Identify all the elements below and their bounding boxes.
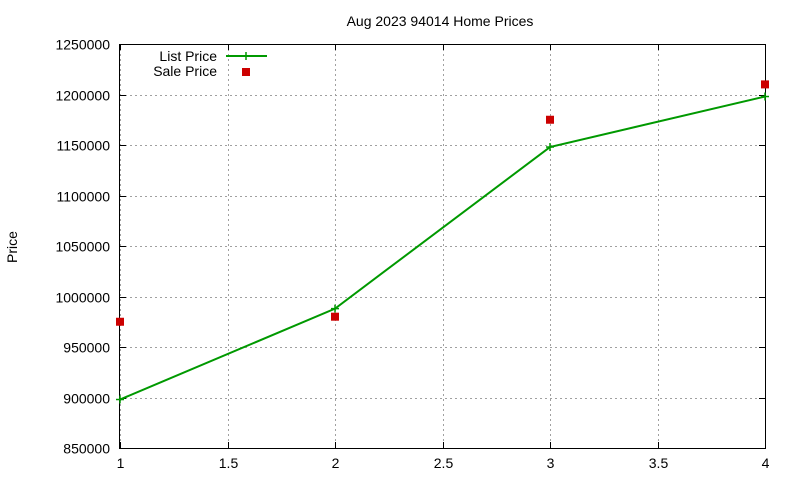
x-tick-label: 2.5 (434, 455, 454, 471)
y-tick-label: 1250000 (55, 37, 110, 53)
legend-entry: Sale Price (153, 63, 250, 79)
data-point (546, 115, 554, 124)
series-list-price (116, 92, 769, 404)
y-axis-label: Price (4, 231, 20, 263)
series (116, 80, 769, 404)
data-point (116, 395, 124, 404)
x-tick-label: 3.5 (649, 455, 669, 471)
legend-marker (242, 68, 250, 76)
y-tick-label: 950000 (63, 340, 110, 356)
y-tick-label: 900000 (63, 391, 110, 407)
y-axis-tick-labels: 850000 900000 950000 1000000 1050000 1100000 1… (55, 37, 110, 457)
chart-title: Aug 2023 94014 Home Prices (347, 13, 534, 29)
data-point (546, 143, 554, 152)
x-tick-label: 3 (547, 455, 555, 471)
y-tick-label: 1000000 (55, 290, 110, 306)
y-tick-label: 1200000 (55, 88, 110, 104)
series-sale-price (116, 80, 769, 326)
y-tick-label: 1150000 (57, 138, 111, 154)
legend-entry: List Price (159, 48, 267, 64)
y-tick-label: 1100000 (57, 189, 111, 205)
x-axis-tick-labels: 1 1.5 2 2.5 3 3.5 4 (117, 455, 770, 471)
y-tick-label: 1050000 (55, 239, 110, 255)
legend-label: List Price (159, 48, 217, 64)
axis-ticks (120, 44, 766, 449)
data-point (761, 80, 769, 89)
x-tick-label: 1.5 (219, 455, 239, 471)
grid (120, 44, 766, 449)
data-point (331, 304, 339, 313)
data-point (116, 317, 124, 326)
legend-marker (242, 52, 250, 60)
series-line (119, 95, 766, 401)
legend-label: Sale Price (153, 63, 217, 79)
x-tick-label: 4 (762, 455, 770, 471)
y-tick-label: 850000 (63, 441, 110, 457)
data-point (331, 312, 339, 321)
plot-frame (119, 44, 766, 449)
data-point (761, 92, 769, 101)
x-tick-label: 2 (332, 455, 340, 471)
x-tick-label: 1 (117, 455, 125, 471)
